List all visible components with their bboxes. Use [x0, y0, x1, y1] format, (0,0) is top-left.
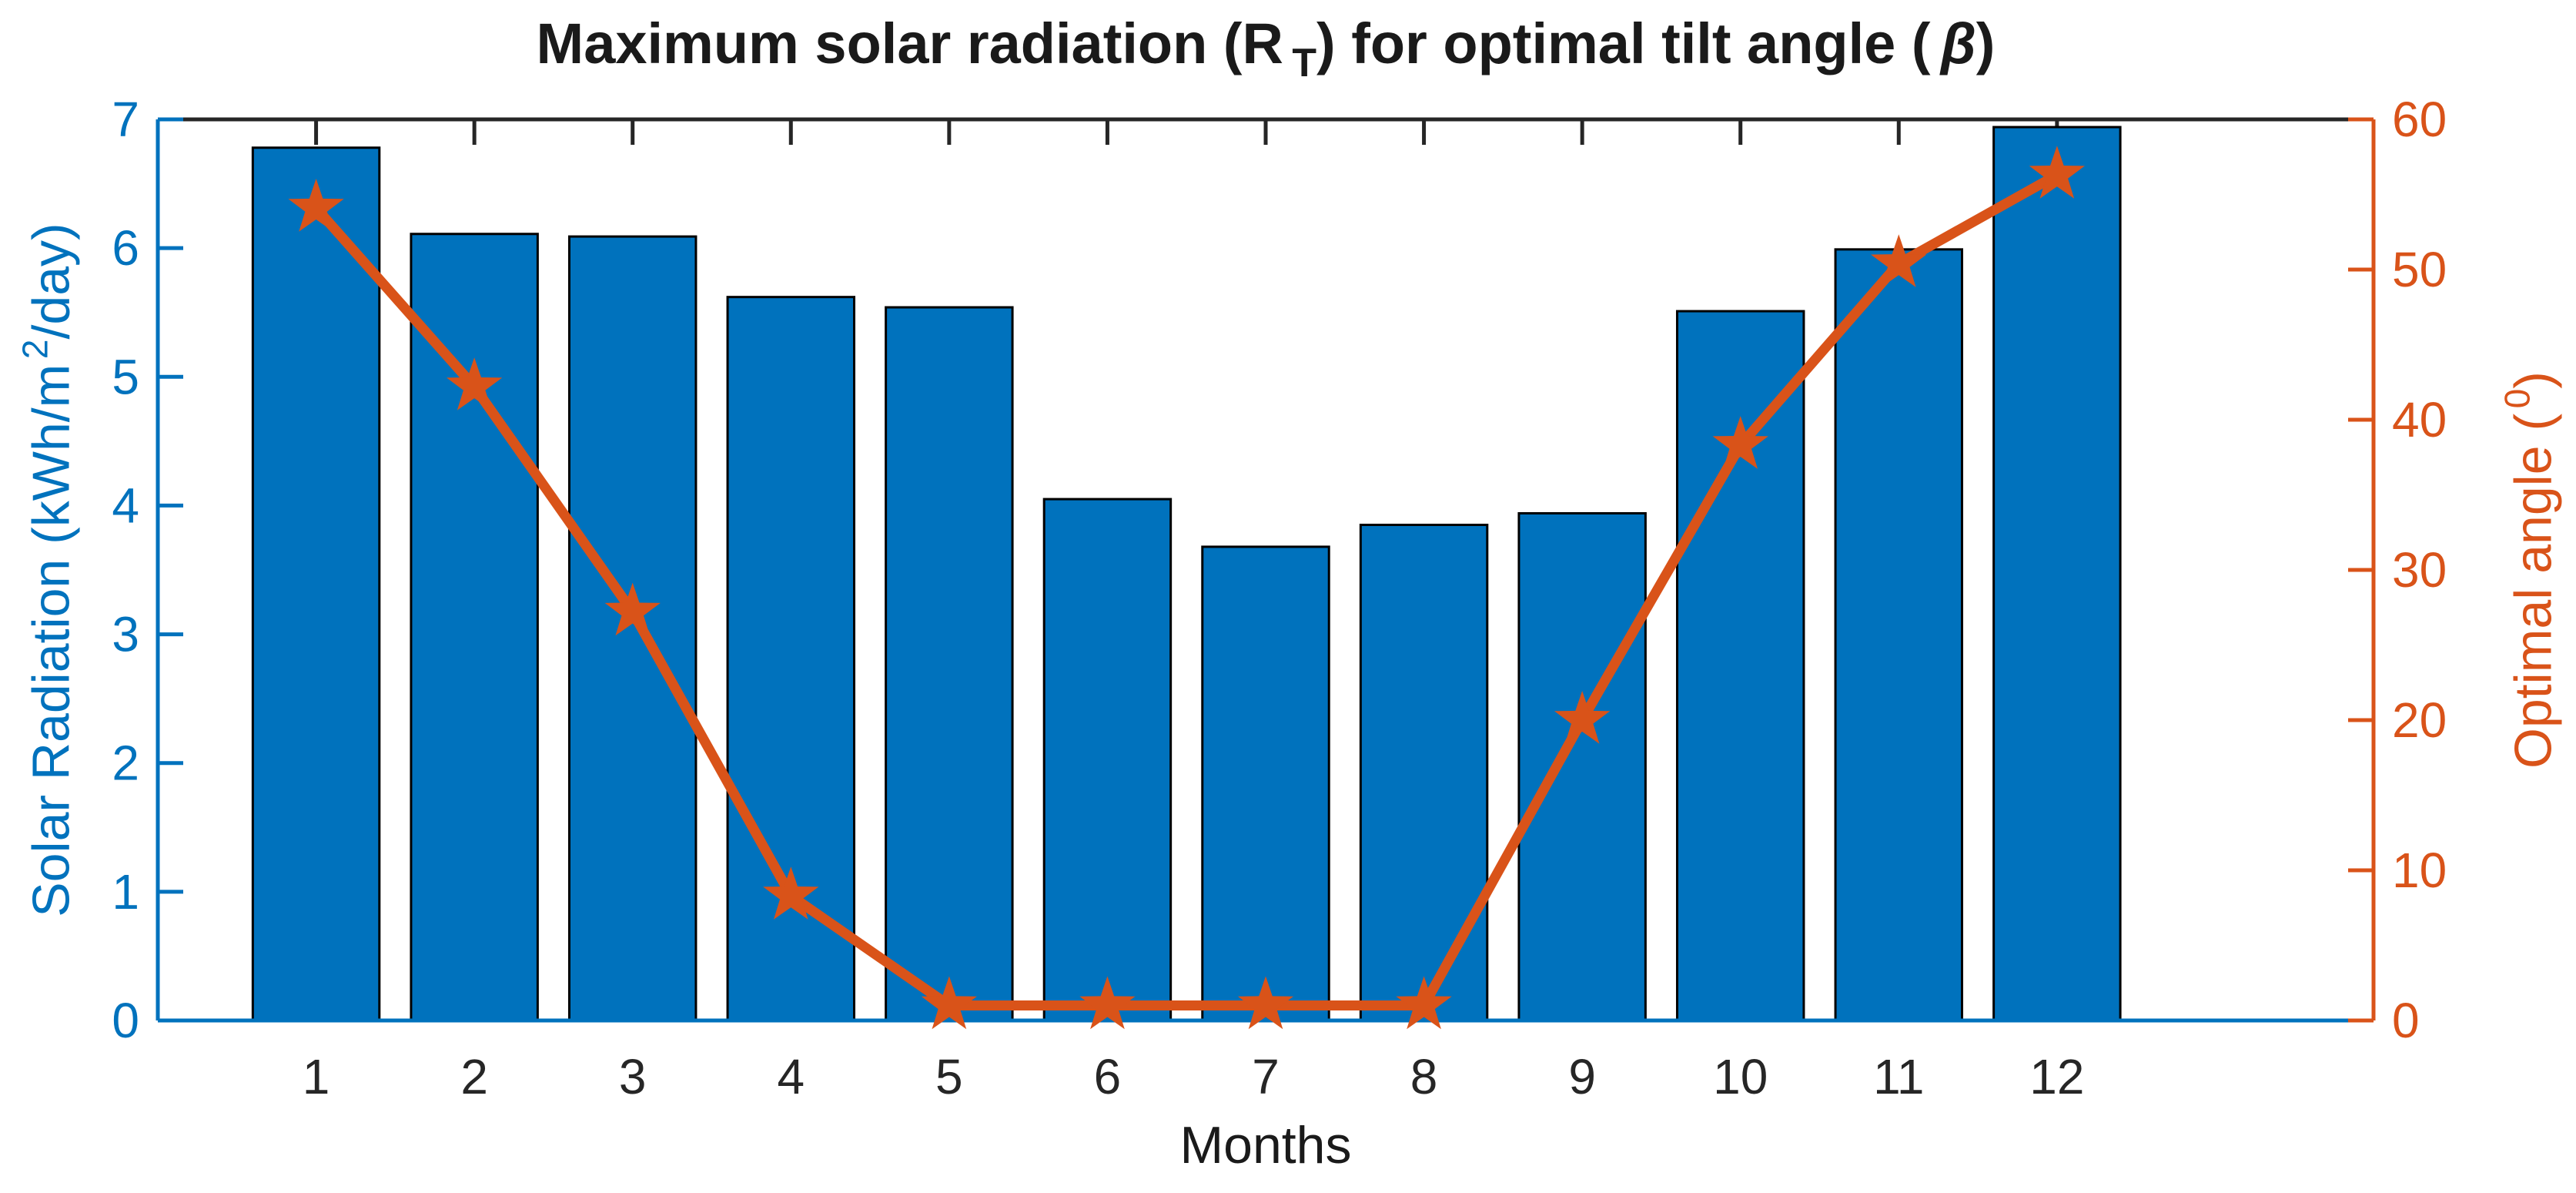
star-marker-month-10 — [1712, 416, 1768, 469]
x-axis-tick-label: 11 — [1873, 1049, 1924, 1104]
y-axis-left-tick-label: 1 — [112, 864, 139, 920]
x-axis-tick-label: 5 — [935, 1049, 963, 1104]
x-axis-tick-label: 10 — [1713, 1049, 1768, 1104]
y-axis-right-label-superscript: 0 — [2497, 388, 2538, 409]
y-axis-right-tick-label: 0 — [2392, 993, 2420, 1048]
chart-title: Maximum solar radiation (R T) for optimal… — [158, 11, 2374, 85]
star-marker-month-1 — [288, 179, 344, 232]
star-marker-month-5 — [921, 976, 977, 1030]
y-axis-left-label: Solar Radiation (kWh/m 2/day) — [14, 223, 81, 917]
y-axis-right-label: Optimal angle ( 0) — [2496, 371, 2563, 769]
y-axis-right-tick-label: 50 — [2392, 242, 2447, 297]
y-axis-left-tick-label: 3 — [112, 607, 139, 662]
bar-month-12 — [1992, 126, 2122, 1022]
bar-month-6 — [1042, 498, 1173, 1022]
y-axis-left-label-superscript: 2 — [15, 339, 55, 360]
y-axis-left-label-text: Solar Radiation (kWh/m — [22, 364, 81, 917]
y-axis-right-tick-label: 10 — [2392, 843, 2447, 898]
chart-title-mid: ) for optimal tilt angle ( — [1316, 12, 1931, 75]
x-axis-tick-label: 1 — [303, 1049, 330, 1104]
star-marker-month-7 — [1237, 976, 1294, 1030]
y-axis-left-tick-label: 7 — [112, 92, 139, 147]
x-axis-tick-label: 7 — [1252, 1049, 1280, 1104]
beta-symbol: β — [1940, 12, 1976, 75]
x-axis-tick-label: 9 — [1568, 1049, 1596, 1104]
y-axis-right-tick-label: 60 — [2392, 92, 2447, 147]
x-axis-tick-label: 4 — [777, 1049, 805, 1104]
y-axis-left-tick-label: 5 — [112, 349, 139, 404]
bar-month-4 — [726, 296, 856, 1022]
x-axis-tick-label: 6 — [1094, 1049, 1122, 1104]
y-axis-right-label-post: ) — [2504, 371, 2563, 389]
y-axis-right-tick-label: 30 — [2392, 542, 2447, 598]
y-axis-left-tick-label: 6 — [112, 220, 139, 276]
star-marker-month-6 — [1079, 976, 1136, 1030]
chart-title-text: Maximum solar radiation (R — [536, 12, 1283, 75]
bar-month-11 — [1834, 248, 1964, 1022]
bar-month-5 — [885, 306, 1014, 1022]
bar-month-3 — [567, 235, 698, 1022]
star-marker-month-4 — [763, 866, 819, 920]
bar-month-9 — [1517, 511, 1647, 1022]
y-axis-right-label-text: Optimal angle ( — [2504, 413, 2563, 769]
y-axis-right-tick-label: 20 — [2392, 692, 2447, 748]
y-axis-left-label-post: /day) — [22, 223, 81, 340]
star-marker-month-9 — [1554, 691, 1611, 744]
y-axis-left-tick-label: 0 — [112, 993, 139, 1048]
star-marker-month-11 — [1871, 234, 1927, 287]
star-marker-month-3 — [604, 582, 661, 636]
x-axis-tick-label: 8 — [1410, 1049, 1438, 1104]
star-marker-month-8 — [1396, 976, 1452, 1030]
y-axis-left-tick-label: 2 — [112, 736, 139, 791]
y-axis-right-tick-label: 40 — [2392, 392, 2447, 447]
x-axis-tick-label: 12 — [2029, 1049, 2084, 1104]
y-axis-left-tick-label: 4 — [112, 478, 139, 533]
star-marker-month-12 — [2029, 146, 2085, 199]
bar-month-7 — [1201, 545, 1330, 1022]
chart-title-subscript: T — [1292, 39, 1316, 85]
star-marker-month-2 — [447, 357, 503, 411]
bar-month-1 — [251, 146, 381, 1022]
x-axis-tick-label: 3 — [619, 1049, 647, 1104]
x-axis-tick-label: 2 — [460, 1049, 488, 1104]
bar-month-2 — [410, 233, 539, 1022]
optimal-angle-line — [311, 169, 2062, 1010]
x-axis-label: Months — [1179, 1116, 1352, 1175]
chart-title-post: ) — [1975, 12, 1996, 75]
bar-month-8 — [1359, 524, 1489, 1022]
